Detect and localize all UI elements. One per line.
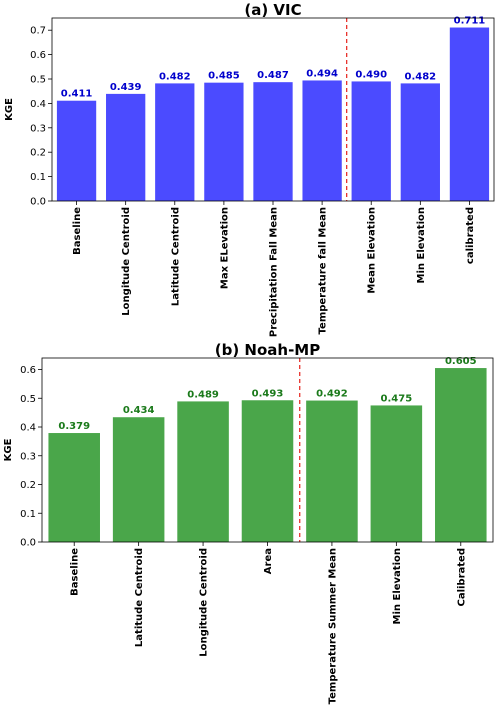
chart-title: (a) VIC <box>244 1 301 19</box>
bar-value-label: 0.605 <box>445 356 477 367</box>
bar <box>302 80 342 201</box>
bar-value-label: 0.439 <box>110 82 142 93</box>
category-label: Latitude Centroid <box>170 207 181 306</box>
y-tick-label: 0.5 <box>30 75 46 86</box>
bar-value-label: 0.494 <box>306 68 338 79</box>
bar <box>435 368 487 542</box>
bar <box>177 401 229 542</box>
bar-value-label: 0.482 <box>159 71 191 82</box>
category-label: Min Elevation <box>416 207 427 283</box>
category-label: Max ELevation <box>219 207 230 289</box>
bar <box>351 81 391 201</box>
y-tick-label: 0.2 <box>20 480 36 491</box>
bar-value-label: 0.485 <box>208 71 240 82</box>
chart-panel-vic: (a) VIC KGE 0.0 0.1 0.2 0.3 0.4 0.5 0.6 0.7 0.411 B… <box>4 1 495 337</box>
bar-value-label: 0.711 <box>454 16 486 27</box>
bar-value-label: 0.487 <box>257 70 289 81</box>
bar <box>155 83 195 201</box>
plot-frame <box>51 17 495 202</box>
bar <box>56 100 97 201</box>
y-axis-label: KGE <box>3 438 14 461</box>
category-label: Latitude Centroid <box>134 548 145 647</box>
category-label: Baseline <box>70 548 81 596</box>
bar-value-label: 0.482 <box>405 71 437 82</box>
y-axis-label: KGE <box>4 98 15 121</box>
bar-value-label: 0.492 <box>316 389 348 400</box>
category-label: Longitude Centroid <box>199 548 210 657</box>
category-label: Temperature fall Mean <box>318 207 329 334</box>
bar-value-label: 0.411 <box>61 89 93 100</box>
bar-value-label: 0.493 <box>252 388 284 399</box>
bar <box>306 400 358 542</box>
y-tick-label: 0.3 <box>30 123 46 134</box>
bar-value-label: 0.475 <box>381 393 413 404</box>
y-tick-label: 0.6 <box>30 50 46 61</box>
category-label: calibrated <box>465 207 476 264</box>
category-label: Longitude Centroid <box>121 207 132 316</box>
bar-value-label: 0.489 <box>187 389 219 400</box>
bar <box>370 405 423 542</box>
category-label: Min Elevation <box>392 548 403 624</box>
bar <box>112 417 165 542</box>
y-tick-label: 0.2 <box>30 148 46 159</box>
y-tick-label: 0.1 <box>30 172 46 183</box>
chart-title: (b) Noah-MP <box>215 341 320 359</box>
bar-value-label: 0.434 <box>123 405 155 416</box>
y-tick-label: 0.6 <box>20 365 36 376</box>
bar <box>449 27 490 201</box>
category-label: Area <box>263 548 274 574</box>
y-tick-label: 0.3 <box>20 451 36 462</box>
bar-value-label: 0.379 <box>58 421 90 432</box>
bar-value-label: 0.490 <box>355 69 387 80</box>
plot-frame <box>41 357 494 543</box>
bar <box>400 83 440 201</box>
y-tick-label: 0.0 <box>20 538 36 549</box>
category-label: Baseline <box>72 207 83 255</box>
category-label: Precipitation Fall Mean <box>269 207 280 337</box>
y-tick-label: 0.1 <box>20 509 36 520</box>
category-label: Calibrated <box>456 548 467 607</box>
y-tick-label: 0.4 <box>30 99 46 110</box>
y-tick-label: 0.7 <box>30 26 46 37</box>
bar <box>106 93 146 201</box>
y-tick-label: 0.5 <box>20 394 36 405</box>
bar <box>241 400 294 542</box>
bar <box>204 82 244 201</box>
category-label: Mean Elevation <box>367 207 378 294</box>
y-tick-label: 0.4 <box>20 423 36 434</box>
y-tick-label: 0.0 <box>30 197 46 208</box>
category-label: Temperature Summer Mean <box>327 548 338 704</box>
bar <box>48 433 100 542</box>
chart-panel-noah-mp: (b) Noah-MP KGE 0.0 0.1 0.2 0.3 0.4 0.5 0.6 0.379… <box>3 341 494 704</box>
bar <box>253 82 293 201</box>
